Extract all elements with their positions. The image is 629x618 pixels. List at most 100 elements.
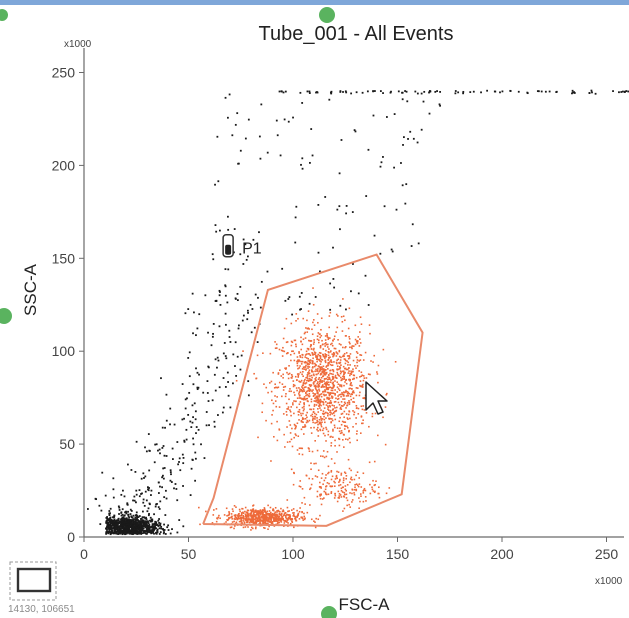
gated-event-point (242, 526, 245, 529)
gated-event-point (250, 509, 252, 511)
ungated-event-point (131, 516, 134, 519)
gated-event-point (290, 344, 293, 347)
ungated-event-point (372, 114, 375, 117)
gated-event-point (327, 338, 330, 341)
gated-event-point (265, 513, 268, 516)
gated-event-point (265, 386, 268, 389)
resize-handle-top-left[interactable] (0, 9, 8, 21)
gated-event-point (330, 442, 333, 444)
gated-event-point (325, 349, 327, 352)
gated-event-point (298, 447, 301, 450)
gated-event-point (348, 403, 351, 406)
ungated-event-point (182, 485, 184, 487)
ungated-event-point (135, 519, 138, 521)
gated-event-point (326, 376, 329, 378)
gated-event-point (279, 520, 282, 522)
gated-event-point (300, 348, 303, 351)
gated-event-point (293, 391, 295, 394)
ungated-event-point (137, 516, 140, 519)
ungated-event-point (108, 520, 111, 523)
gated-event-point (319, 381, 322, 383)
ungated-event-point (120, 493, 123, 496)
gated-event-point (293, 512, 295, 514)
gated-event-point (310, 344, 312, 346)
ungated-event-point (147, 488, 149, 491)
gated-event-point (301, 511, 303, 514)
ungated-event-point (311, 154, 314, 157)
ungated-event-point (395, 208, 398, 211)
ungated-event-point (236, 299, 239, 302)
ungated-event-point (158, 527, 161, 530)
gated-event-point (337, 401, 340, 404)
gated-event-point (307, 380, 310, 382)
gated-event-point (297, 414, 300, 416)
gated-event-point (239, 517, 241, 520)
gated-event-point (335, 331, 337, 333)
gated-event-point (276, 514, 279, 517)
gated-event-point (332, 384, 335, 386)
ungated-event-point (258, 231, 260, 234)
ungated-event-point (147, 522, 150, 525)
gated-event-point (314, 387, 317, 389)
ungated-event-point (214, 358, 217, 361)
resize-handle-top[interactable] (319, 7, 335, 23)
ungated-event-point (227, 394, 230, 397)
gated-event-point (302, 375, 304, 378)
gated-event-point (313, 341, 315, 343)
ungated-event-point (105, 531, 108, 533)
gated-event-point (313, 383, 315, 385)
gated-event-point (321, 384, 324, 387)
gated-event-point (320, 317, 323, 320)
gated-event-point (255, 516, 258, 519)
gated-event-point (351, 501, 353, 503)
ungated-event-point (124, 520, 127, 522)
ungated-event-point (140, 528, 143, 531)
gated-event-point (250, 512, 253, 514)
ungated-event-point (159, 485, 161, 488)
gated-event-point (292, 513, 295, 516)
ungated-event-point (155, 443, 158, 446)
ungated-event-point (149, 516, 152, 519)
ungated-event-point (173, 487, 175, 490)
gated-event-point (299, 397, 302, 399)
x-tick-label: 0 (80, 546, 88, 562)
ungated-event-point (404, 202, 407, 205)
ungated-event-point (509, 90, 512, 92)
gated-event-point (275, 347, 278, 349)
gated-event-point (293, 526, 295, 529)
selection-rect-icon[interactable] (9, 561, 57, 601)
gate-p1-label[interactable]: P1 (222, 233, 262, 258)
gated-event-point (298, 518, 301, 520)
gate-p1-polygon[interactable] (202, 253, 424, 527)
gated-event-point (352, 359, 355, 362)
gated-event-point (263, 508, 266, 511)
resize-handle-bottom[interactable] (321, 606, 337, 618)
gated-event-point (345, 335, 347, 337)
ungated-event-point (109, 507, 112, 510)
gated-event-point (359, 338, 361, 340)
gated-event-point (308, 369, 311, 372)
ungated-event-point (164, 514, 167, 516)
gated-event-point (349, 382, 352, 385)
gated-event-point (362, 375, 365, 377)
gated-event-point (234, 514, 237, 516)
resize-handle-left[interactable] (0, 308, 12, 324)
gated-event-point (259, 520, 261, 523)
gated-event-point (271, 414, 273, 416)
ungated-event-point (127, 463, 129, 466)
gated-event-point (352, 345, 355, 347)
ungated-event-point (150, 529, 153, 532)
plot-title: Tube_001 - All Events (259, 23, 454, 45)
ungated-event-point (169, 423, 171, 426)
gated-event-point (305, 386, 307, 388)
gated-event-point (329, 361, 331, 363)
gated-event-point (357, 336, 360, 338)
gated-event-point (272, 371, 274, 374)
ungated-event-point (379, 252, 382, 255)
gated-event-point (287, 522, 289, 524)
gated-event-point (328, 377, 331, 379)
gated-event-point (285, 341, 288, 344)
ungated-event-point (163, 523, 165, 526)
gated-event-point (331, 353, 334, 355)
